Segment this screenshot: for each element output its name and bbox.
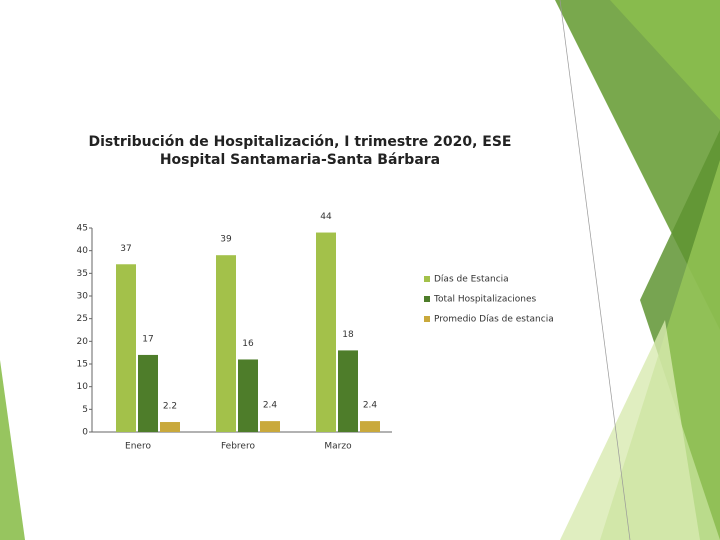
- legend-swatch: [424, 316, 430, 322]
- legend-swatch: [424, 276, 430, 282]
- chart-title: Hospital Santamaria-Santa Bárbara: [160, 152, 440, 168]
- legend-label: Promedio Días de estancia: [434, 315, 554, 325]
- data-label: 37: [120, 244, 131, 254]
- data-label: 44: [320, 212, 332, 222]
- y-tick-label: 25: [77, 314, 88, 324]
- x-tick-label: Enero: [125, 442, 151, 452]
- bar: [316, 232, 336, 432]
- y-tick-label: 30: [77, 292, 89, 302]
- y-tick-label: 10: [77, 382, 89, 392]
- data-label: 16: [242, 339, 254, 349]
- x-tick-label: Marzo: [324, 442, 352, 452]
- x-tick-label: Febrero: [221, 442, 255, 452]
- data-label: 39: [220, 235, 232, 245]
- chart-title: Distribución de Hospitalización, I trime…: [88, 134, 511, 150]
- data-label: 2.4: [363, 401, 378, 411]
- bar: [338, 350, 358, 432]
- legend-swatch: [424, 296, 430, 302]
- data-label: 2.4: [263, 401, 278, 411]
- y-tick-label: 40: [77, 246, 89, 256]
- legend-label: Total Hospitalizaciones: [433, 295, 537, 305]
- y-tick-label: 35: [77, 269, 88, 279]
- legend-label: Días de Estancia: [434, 275, 509, 285]
- bar: [160, 422, 180, 432]
- bar: [116, 264, 136, 432]
- bar: [360, 421, 380, 432]
- y-tick-label: 20: [77, 337, 89, 347]
- bar: [238, 359, 258, 432]
- y-tick-label: 5: [82, 405, 88, 415]
- y-tick-label: 0: [82, 428, 88, 438]
- y-tick-label: 45: [77, 224, 88, 234]
- bar: [138, 354, 158, 432]
- data-label: 2.2: [163, 402, 177, 412]
- y-tick-label: 15: [77, 360, 88, 370]
- bar: [216, 255, 236, 432]
- data-label: 17: [142, 334, 153, 344]
- data-label: 18: [342, 330, 354, 340]
- bar: [260, 421, 280, 432]
